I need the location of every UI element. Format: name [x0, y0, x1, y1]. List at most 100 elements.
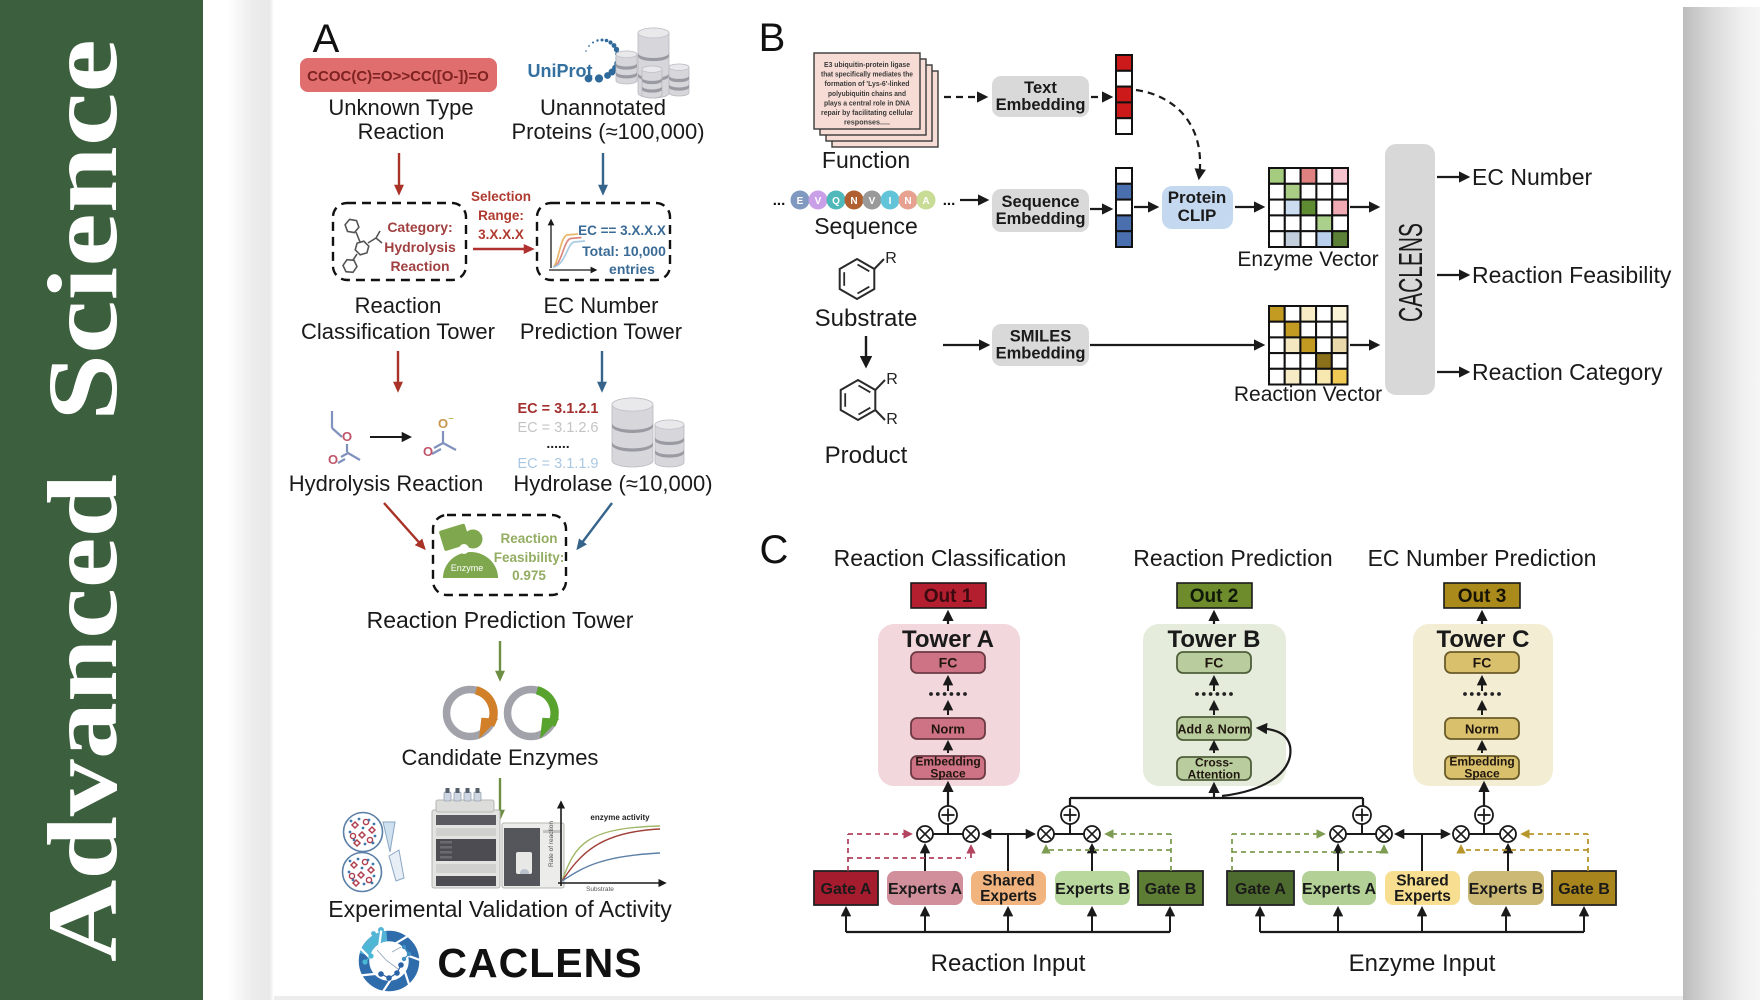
svg-text:Tower B: Tower B [1168, 626, 1261, 653]
svg-text:Embedding: Embedding [996, 345, 1086, 363]
svg-text:3.X.X.X: 3.X.X.X [478, 227, 524, 242]
svg-text:O: O [438, 416, 448, 431]
svg-text:Add & Norm: Add & Norm [1178, 723, 1251, 737]
svg-text:Substrate: Substrate [815, 305, 918, 332]
svg-text:...: ... [773, 192, 786, 209]
svg-text:Experimental Validation of Act: Experimental Validation of Activity [328, 896, 672, 922]
svg-text:R: R [886, 371, 898, 388]
svg-text:N: N [904, 196, 911, 207]
svg-text:Reaction: Reaction [358, 119, 445, 144]
svg-text:EC Number: EC Number [544, 293, 659, 318]
svg-text:Experts A: Experts A [1302, 881, 1377, 898]
svg-text:Cross-: Cross- [1195, 756, 1233, 770]
svg-text:Enzyme Input: Enzyme Input [1349, 950, 1496, 977]
svg-text:Reaction Feasibility: Reaction Feasibility [1472, 262, 1672, 288]
svg-text:Reaction: Reaction [355, 293, 442, 318]
svg-text:Experts B: Experts B [1469, 881, 1544, 898]
svg-text:E: E [797, 196, 804, 207]
svg-text:EC Number: EC Number [1472, 164, 1592, 190]
svg-text:Experts B: Experts B [1055, 881, 1130, 898]
svg-text:Hydrolysis: Hydrolysis [384, 239, 456, 255]
svg-text:SMILES: SMILES [1010, 328, 1071, 346]
svg-text:EC Number Prediction: EC Number Prediction [1368, 545, 1597, 571]
svg-text:Selection: Selection [471, 189, 531, 204]
svg-text:CACLENS: CACLENS [437, 940, 642, 986]
svg-text:B: B [759, 16, 786, 60]
svg-text:Gate B: Gate B [1558, 881, 1610, 898]
svg-text:Sequence: Sequence [1002, 193, 1080, 211]
svg-text:Product: Product [825, 442, 908, 469]
svg-text:Substrate: Substrate [586, 886, 614, 893]
svg-text:Out 1: Out 1 [924, 586, 973, 607]
svg-text:FC: FC [1473, 655, 1492, 671]
svg-text:Function: Function [822, 147, 910, 173]
svg-text:V: V [815, 196, 822, 207]
svg-text:Feasibility:: Feasibility: [494, 550, 565, 565]
svg-text:formation of 'Lys-6'-linked: formation of 'Lys-6'-linked [825, 79, 910, 88]
svg-text:EC = 3.1.2.6: EC = 3.1.2.6 [517, 420, 598, 436]
svg-text:CCOC(C)=O>>CC([O-])=O: CCOC(C)=O>>CC([O-])=O [307, 68, 489, 85]
svg-text:Experts: Experts [980, 888, 1037, 905]
svg-text:I: I [889, 196, 892, 207]
svg-text:Space: Space [930, 767, 966, 781]
svg-text:Q: Q [832, 196, 840, 207]
svg-text:CACLENS: CACLENS [1392, 223, 1429, 322]
svg-text:EC = 3.1.2.1: EC = 3.1.2.1 [517, 401, 598, 417]
svg-text:–: – [448, 413, 453, 423]
svg-text:Candidate Enzymes: Candidate Enzymes [402, 745, 599, 770]
svg-text:O: O [423, 444, 433, 459]
svg-text:C: C [760, 528, 789, 572]
svg-text:Shared: Shared [1396, 873, 1449, 890]
svg-text:Reaction Prediction Tower: Reaction Prediction Tower [367, 607, 634, 633]
svg-text:Protein: Protein [1168, 188, 1227, 207]
svg-text:Hydrolase (≈10,000): Hydrolase (≈10,000) [513, 471, 712, 496]
svg-text:N: N [850, 196, 857, 207]
svg-text:Total: 10,000: Total: 10,000 [582, 243, 666, 259]
svg-text:Space: Space [1464, 767, 1500, 781]
svg-text:Embedding: Embedding [1449, 755, 1514, 769]
svg-text:CLIP: CLIP [1178, 206, 1217, 225]
svg-text:FC: FC [1205, 655, 1224, 671]
svg-text:Enzyme Vector: Enzyme Vector [1237, 248, 1378, 271]
svg-text:Category:: Category: [387, 219, 452, 235]
svg-text:Unknown Type: Unknown Type [328, 95, 473, 120]
svg-text:entries: entries [609, 261, 655, 277]
svg-text:Reaction Classification: Reaction Classification [834, 545, 1067, 571]
svg-text:Gate B: Gate B [1145, 881, 1197, 898]
svg-text:EC = 3.1.1.9: EC = 3.1.1.9 [517, 456, 598, 472]
svg-text:Shared: Shared [982, 873, 1035, 890]
svg-text:Experts: Experts [1394, 888, 1451, 905]
svg-text:Reaction Vector: Reaction Vector [1234, 383, 1382, 406]
svg-text:Text: Text [1024, 79, 1057, 97]
svg-text:Embedding: Embedding [915, 755, 980, 769]
svg-text:Out 3: Out 3 [1458, 586, 1507, 607]
svg-text:Reaction: Reaction [500, 531, 557, 546]
svg-text:Tower A: Tower A [902, 626, 994, 653]
svg-text:Gate A: Gate A [821, 881, 872, 898]
svg-text:E3 ubiquitin-protein ligase: E3 ubiquitin-protein ligase [824, 60, 910, 69]
svg-text:Attention: Attention [1188, 768, 1241, 782]
svg-text:polyubiquitin chains and: polyubiquitin chains and [828, 89, 906, 98]
svg-text:Proteins (≈100,000): Proteins (≈100,000) [511, 119, 704, 144]
svg-text:......: ...... [546, 435, 569, 451]
svg-text:Advanced: Advanced [27, 474, 138, 962]
svg-text:Reaction Input: Reaction Input [931, 950, 1086, 977]
svg-text:Embedding: Embedding [996, 96, 1086, 114]
svg-text:Reaction Prediction: Reaction Prediction [1133, 545, 1332, 571]
svg-text:Unannotated: Unannotated [540, 95, 666, 120]
svg-text:O: O [342, 429, 352, 444]
svg-text:Embedding: Embedding [996, 210, 1086, 228]
svg-text:Experts A: Experts A [888, 881, 963, 898]
svg-text:EC == 3.X.X.X: EC == 3.X.X.X [578, 223, 666, 238]
svg-text:UniProt: UniProt [528, 61, 593, 81]
svg-text:...: ... [943, 192, 956, 209]
svg-text:Range:: Range: [478, 208, 524, 223]
svg-text:Hydrolysis Reaction: Hydrolysis Reaction [289, 471, 483, 496]
svg-text:Rate of reaction: Rate of reaction [548, 821, 555, 867]
svg-text:Norm: Norm [931, 722, 965, 737]
svg-text:Classification Tower: Classification Tower [301, 319, 495, 344]
svg-text:plays a central role in DNA: plays a central role in DNA [824, 98, 911, 107]
svg-text:Enzyme: Enzyme [451, 563, 484, 573]
svg-text:Tower C: Tower C [1437, 626, 1530, 653]
svg-text:A: A [922, 196, 929, 207]
